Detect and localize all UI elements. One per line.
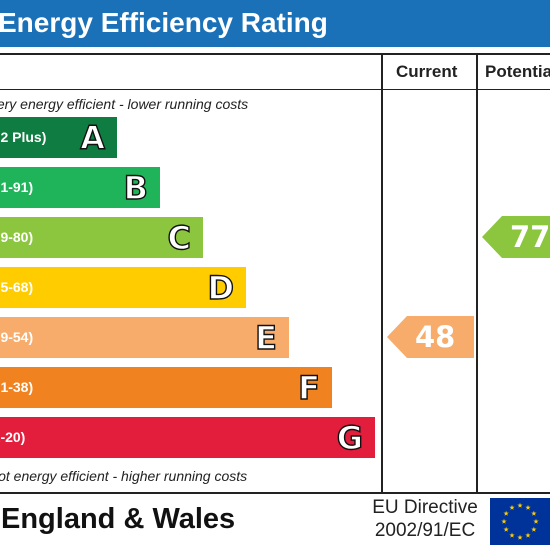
chart-title: Energy Efficiency Rating	[0, 7, 328, 38]
eu-star-icon	[501, 518, 507, 524]
potential-rating-marker: 77	[482, 216, 550, 258]
rating-band-b: (81-91) B	[0, 167, 160, 208]
eu-star-icon	[533, 518, 539, 524]
potential-rating-value: 77	[510, 220, 550, 254]
title-bar: Energy Efficiency Rating	[0, 0, 550, 47]
eu-star-icon	[517, 502, 523, 508]
column-header-current: Current	[396, 62, 458, 81]
eu-star-icon	[525, 532, 531, 538]
frame-top-line	[0, 53, 550, 55]
band-range-label: (55-68)	[0, 279, 34, 295]
frame-divider-potential	[476, 53, 478, 494]
frame-divider-current	[381, 53, 383, 494]
rating-band-d: (55-68) D	[0, 267, 246, 308]
eu-star-icon	[531, 526, 537, 532]
band-letter: E	[254, 318, 277, 357]
rating-band-c: (69-80) C	[0, 217, 203, 258]
eu-star-icon	[509, 532, 515, 538]
eu-star-icon	[517, 534, 523, 540]
eu-flag-icon	[490, 498, 550, 545]
rating-band-g: (1-20) G	[0, 417, 375, 458]
band-letter: C	[167, 218, 192, 257]
potential-rating-arrow	[482, 216, 550, 258]
band-letter: G	[336, 418, 364, 457]
rating-band-f: (21-38) F	[0, 367, 332, 408]
inefficient-note: Not energy efficient - higher running co…	[0, 468, 248, 484]
band-range-label: (92 Plus)	[0, 129, 47, 145]
current-rating-value: 48	[415, 320, 456, 354]
rating-band-e: (39-54) E	[0, 317, 289, 358]
band-letter: F	[297, 368, 320, 407]
band-range-label: (39-54)	[0, 329, 34, 345]
eu-star-icon	[509, 504, 515, 510]
band-range-label: (1-20)	[0, 429, 26, 445]
country-label: England & Wales	[1, 503, 236, 535]
band-range-label: (21-38)	[0, 379, 34, 395]
eu-star-icon	[503, 526, 509, 532]
band-range-label: (69-80)	[0, 229, 34, 245]
current-rating-arrow	[387, 316, 474, 358]
band-letter: B	[123, 168, 149, 207]
directive-line-1: EU Directive	[372, 497, 478, 518]
eu-star-icon	[503, 510, 509, 516]
frame-footer-line	[0, 492, 550, 494]
band-letter: A	[80, 118, 106, 157]
band-range-label: (81-91)	[0, 179, 34, 195]
current-rating-marker: 48	[387, 316, 474, 358]
column-header-potential: Potential	[485, 62, 550, 81]
eu-star-icon	[531, 510, 537, 516]
band-letter: D	[207, 268, 235, 307]
eu-star-icon	[525, 504, 531, 510]
directive-line-2: 2002/91/EC	[374, 520, 476, 541]
frame-header-line	[0, 89, 550, 90]
rating-band-a: (92 Plus) A	[0, 117, 117, 158]
efficient-note: Very energy efficient - lower running co…	[0, 96, 249, 112]
